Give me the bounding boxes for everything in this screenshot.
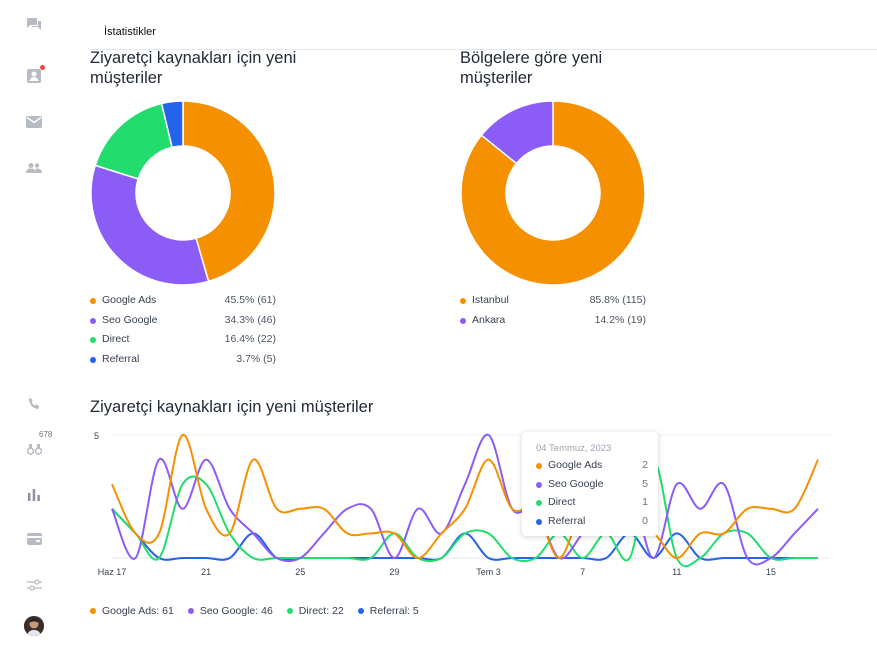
tooltip-value: 5 <box>642 477 648 490</box>
contact-badge-icon[interactable] <box>24 65 45 86</box>
legend-value: 14.2% (19) <box>594 313 646 326</box>
tooltip-value: 0 <box>642 514 648 527</box>
regions-legend-ankara[interactable]: Ankara 14.2% (19) <box>460 314 646 334</box>
phone-icon[interactable] <box>24 393 44 413</box>
series-line-direct[interactable] <box>111 458 818 568</box>
tooltip-label: Seo Google <box>548 477 604 490</box>
regions-slice-ankara[interactable] <box>480 100 554 165</box>
mail-icon[interactable] <box>24 112 44 132</box>
chart-tooltip: 04 Temmuz, 2023 Google Ads 2 Seo Google 5 Di… <box>522 432 658 536</box>
legend-value: 85.8% (115) <box>589 294 646 306</box>
line-legend-direct-22[interactable]: Direct: 22 <box>286 605 344 617</box>
sources-legend-seo-google[interactable]: Seo Google 34.3% (46) <box>90 314 276 334</box>
sources-legend-google-ads[interactable]: Google Ads 45.5% (61) <box>90 294 276 314</box>
tooltip-row-direct: Direct 1 <box>536 496 648 512</box>
legend-dot <box>90 337 96 343</box>
series-line-google-ads[interactable] <box>111 433 819 559</box>
x-tick-label: 21 <box>201 567 211 577</box>
header-divider <box>90 49 877 50</box>
page-title: İstatistikler <box>104 26 156 38</box>
sources-donut-chart <box>90 100 276 286</box>
tooltip-dot <box>536 518 542 525</box>
binoculars-icon[interactable]: 678 <box>24 430 52 459</box>
legend-label: Ankara <box>472 313 506 326</box>
legend-label: Direct <box>102 333 130 345</box>
tooltip-label: Referral <box>548 514 586 527</box>
legend-dot <box>90 356 96 363</box>
legend-label: Seo Google <box>102 313 158 326</box>
legend-dot <box>357 608 364 614</box>
sources-legend: Google Ads 45.5% (61) Seo Google 34.3% (46)… <box>90 294 276 372</box>
legend-label: Istanbul <box>472 294 509 306</box>
regions-donut-chart <box>460 100 646 286</box>
regions-slice-istanbul[interactable] <box>460 100 646 286</box>
legend-dot <box>460 298 466 304</box>
legend-value: 16.4% (22) <box>224 333 276 345</box>
regions-donut-title: Bölgelere göre yeni müşteriler <box>460 49 603 87</box>
bar-chart-icon[interactable] <box>24 484 44 504</box>
legend-value: 3.7% (5) <box>236 352 276 365</box>
settings-sliders-icon[interactable] <box>24 575 44 595</box>
legend-dot <box>90 298 96 304</box>
line-legend-seo-google-46[interactable]: Seo Google: 46 <box>187 605 273 617</box>
sources-slice-google-ads[interactable] <box>182 100 276 283</box>
sources-slice-seo-google[interactable] <box>90 164 210 286</box>
legend-value: 45.5% (61) <box>224 294 276 306</box>
sources-slice-referral[interactable] <box>160 100 184 149</box>
x-tick-label: 7 <box>580 567 585 577</box>
series-line-seo-google[interactable] <box>111 433 819 566</box>
regions-legend-istanbul[interactable]: Istanbul 85.8% (115) <box>460 294 646 314</box>
tooltip-value: 1 <box>642 496 648 508</box>
sources-legend-referral[interactable]: Referral 3.7% (5) <box>90 353 276 373</box>
tooltip-value: 2 <box>642 459 648 471</box>
legend-dot <box>90 608 96 614</box>
x-tick-label: 29 <box>389 567 399 577</box>
x-tick-label: 15 <box>766 567 776 577</box>
line-chart-legend: Google Ads: 61 Seo Google: 46 Direct: 22 Re… <box>90 605 419 617</box>
legend-label: Referral <box>102 352 140 365</box>
line-legend-referral-5[interactable]: Referral: 5 <box>357 605 419 617</box>
sources-slice-direct[interactable] <box>94 102 173 180</box>
regions-legend: Istanbul 85.8% (115) Ankara 14.2% (19) <box>460 294 646 333</box>
legend-dot <box>90 317 96 324</box>
calls-badge: 678 <box>39 430 53 439</box>
tooltip-label: Google Ads <box>548 459 603 471</box>
tooltip-label: Direct <box>548 496 576 508</box>
tooltip-date: 04 Temmuz, 2023 <box>536 443 612 454</box>
legend-dot <box>460 317 466 324</box>
tooltip-dot <box>536 500 542 506</box>
tooltip-dot <box>536 463 542 469</box>
users-icon[interactable] <box>24 158 44 178</box>
sidebar: 678 <box>0 0 68 656</box>
sources-legend-direct[interactable]: Direct 16.4% (22) <box>90 333 276 353</box>
notification-dot <box>40 65 45 70</box>
line-chart-title: Ziyaretçi kaynakları için yeni müşterile… <box>90 398 374 416</box>
x-tick-label: 11 <box>672 567 681 577</box>
legend-dot <box>187 608 194 614</box>
legend-dot <box>286 608 293 614</box>
x-tick-label: Haz 17 <box>98 567 127 577</box>
tooltip-row-referral: Referral 0 <box>536 515 648 531</box>
chat-icon[interactable] <box>24 14 44 34</box>
legend-label: Direct: 22 <box>298 605 344 617</box>
tooltip-dot <box>536 481 542 488</box>
wallet-icon[interactable] <box>24 529 44 549</box>
x-tick-label: 25 <box>295 567 305 577</box>
y-tick-label: 5 <box>94 431 99 441</box>
legend-value: 34.3% (46) <box>224 313 276 326</box>
sources-donut-title: Ziyaretçi kaynakları için yeni müşterile… <box>90 49 297 87</box>
x-tick-label: Tem 3 <box>476 567 501 577</box>
legend-label: Seo Google: 46 <box>199 605 273 617</box>
tooltip-row-google-ads: Google Ads 2 <box>536 459 648 475</box>
tooltip-row-seo-google: Seo Google 5 <box>536 478 648 494</box>
avatar[interactable] <box>24 616 44 636</box>
legend-label: Google Ads: 61 <box>102 605 174 617</box>
line-legend-google-ads-61[interactable]: Google Ads: 61 <box>90 605 174 617</box>
legend-label: Referral: 5 <box>369 605 419 617</box>
legend-label: Google Ads <box>102 294 157 306</box>
